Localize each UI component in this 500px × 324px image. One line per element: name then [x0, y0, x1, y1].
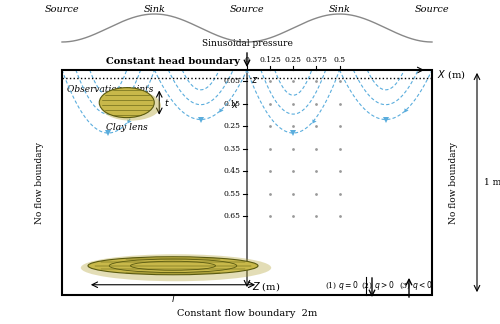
- Text: $l$: $l$: [171, 293, 175, 304]
- Ellipse shape: [81, 254, 271, 281]
- Text: Source: Source: [44, 5, 80, 14]
- Text: 0.35: 0.35: [224, 145, 241, 153]
- Text: (1) $q=0$: (1) $q=0$: [325, 279, 359, 292]
- Text: $x$: $x$: [231, 100, 239, 110]
- Text: $Z$ (m): $Z$ (m): [252, 281, 280, 294]
- Text: Sinusoidal pressure: Sinusoidal pressure: [202, 39, 292, 48]
- Ellipse shape: [99, 87, 154, 118]
- Text: $X$ (m): $X$ (m): [437, 69, 466, 81]
- Text: Sink: Sink: [144, 5, 166, 14]
- Text: 0: 0: [244, 56, 250, 64]
- Ellipse shape: [88, 257, 258, 275]
- Text: 0.125: 0.125: [259, 56, 281, 64]
- Text: Sink: Sink: [328, 5, 350, 14]
- Ellipse shape: [100, 91, 161, 121]
- Text: 0.55: 0.55: [224, 190, 241, 198]
- Text: Constant flow boundary  2m: Constant flow boundary 2m: [177, 308, 317, 318]
- Text: 1 m: 1 m: [484, 178, 500, 187]
- Text: $t$: $t$: [164, 97, 170, 108]
- Text: No flow boundary: No flow boundary: [36, 142, 44, 224]
- Text: Source: Source: [414, 5, 450, 14]
- Text: 0.25: 0.25: [224, 122, 241, 130]
- Text: 0.25: 0.25: [285, 56, 302, 64]
- Text: Clay lens: Clay lens: [106, 123, 148, 132]
- Text: Source: Source: [230, 5, 264, 14]
- Text: 0.65: 0.65: [224, 212, 241, 220]
- Text: 0.45: 0.45: [224, 167, 241, 175]
- Text: 0.375: 0.375: [306, 56, 328, 64]
- Text: 0.05: 0.05: [224, 77, 241, 85]
- Text: (2) $q>0$: (2) $q>0$: [361, 279, 395, 292]
- Bar: [62, 70, 432, 295]
- Text: $z$: $z$: [252, 75, 258, 85]
- Text: (3) $q<0$: (3) $q<0$: [399, 279, 433, 292]
- Text: Constant head boundary: Constant head boundary: [106, 57, 240, 66]
- Text: No flow boundary: No flow boundary: [450, 142, 458, 224]
- Text: 0.15: 0.15: [224, 100, 241, 108]
- Text: 0.5: 0.5: [334, 56, 345, 64]
- Text: Observation points: Observation points: [67, 86, 154, 95]
